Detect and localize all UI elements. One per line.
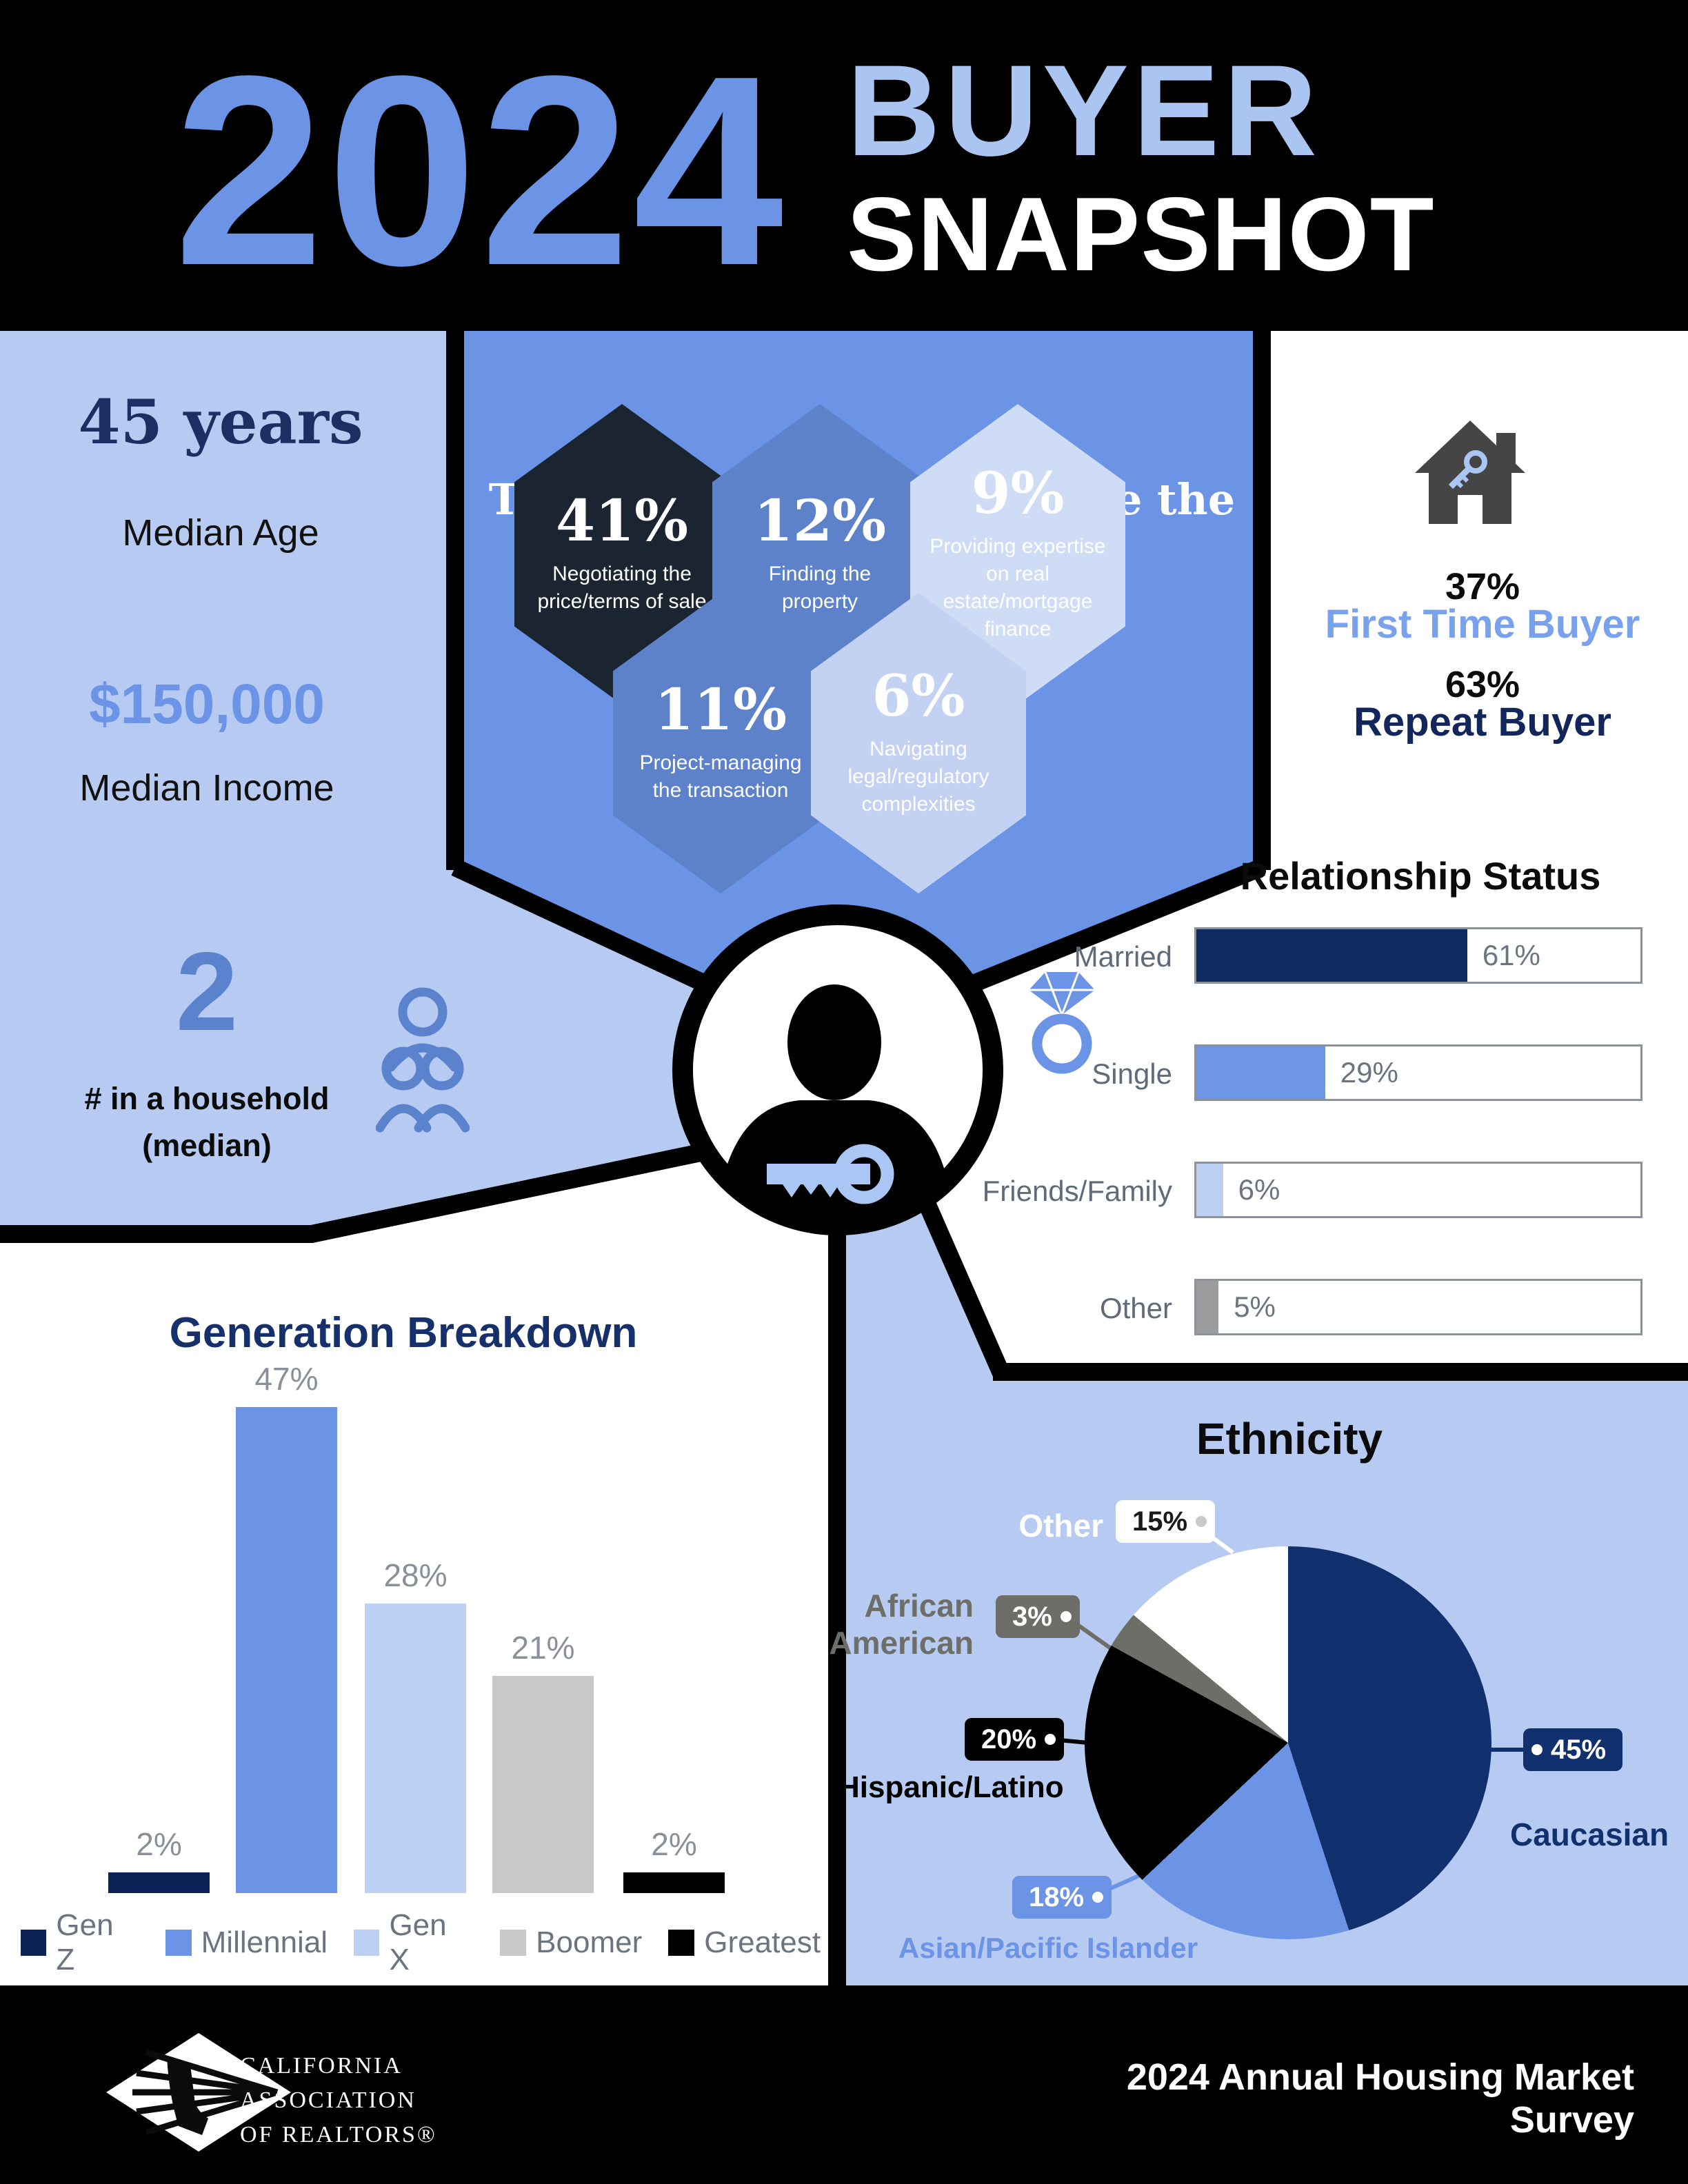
gen-bar-fill	[492, 1676, 594, 1893]
car-logo-line2: ASSOCIATION	[240, 2087, 416, 2113]
car-logo-text: CALIFORNIA ASSOCIATION OF REALTORS®	[240, 2049, 474, 2152]
relationship-bar: 5%	[1194, 1279, 1642, 1335]
ethnicity-pie-chart	[1085, 1546, 1491, 1939]
generation-breakdown-title: Generation Breakdown	[169, 1309, 638, 1357]
ethnicity-label-caucasian: Caucasian	[1510, 1817, 1669, 1852]
relationship-value: 61%	[1482, 939, 1540, 971]
footer-band	[0, 1985, 1688, 2184]
relationship-bar: 29%	[1194, 1044, 1642, 1101]
relationship-label: Friends/Family	[982, 1175, 1172, 1207]
relationship-bar: 61%	[1194, 927, 1642, 984]
service-label: Negotiating the price/terms of sale	[537, 563, 707, 613]
relationship-value: 29%	[1340, 1056, 1398, 1089]
median-age-label: Median Age	[122, 512, 319, 554]
median-income-value: $150,000	[88, 673, 325, 736]
survey-title: 2024 Annual Housing Market Survey	[1126, 2056, 1634, 2141]
relationship-bar-fill	[1196, 1164, 1223, 1216]
car-logo-line3: OF REALTORS®	[240, 2122, 437, 2147]
gen-bar-value: 21%	[511, 1630, 575, 1666]
household-label-median: (median)	[142, 1128, 272, 1163]
gen-bar-fill	[365, 1604, 466, 1893]
first-time-buyer-pct: 37%	[1445, 566, 1520, 607]
repeat-buyer-label: Repeat Buyer	[1354, 700, 1611, 745]
ethnicity-label-hispanic-latino: Hispanic/Latino	[838, 1770, 1064, 1804]
service-label: Finding the property	[768, 563, 872, 613]
service-pct: 11%	[654, 677, 787, 743]
median-age-value: 45 years	[78, 386, 363, 458]
legend-item-genz: Gen Z	[21, 1908, 139, 1977]
legend-label: Gen Z	[56, 1908, 114, 1976]
ethnicity-tag-african-american: 3%	[996, 1595, 1080, 1638]
gen-bar-fill	[236, 1407, 337, 1893]
ethnicity-tag-other: 15%	[1116, 1500, 1216, 1543]
ring-icon	[1029, 971, 1095, 1074]
service-pct: 41%	[555, 488, 689, 554]
legend-swatch	[165, 1930, 192, 1956]
repeat-buyer-pct: 63%	[1445, 664, 1520, 705]
first-time-buyer-label: First Time Buyer	[1325, 602, 1640, 647]
gen-bar-value: 2%	[651, 1826, 697, 1862]
service-pct: 9%	[971, 461, 1065, 527]
header-title-snapshot: SNAPSHOT	[847, 176, 1435, 293]
family-icon	[376, 987, 470, 1133]
relationship-label: Single	[1092, 1058, 1172, 1090]
household-value: 2	[175, 929, 239, 1054]
service-label: Navigating legal/regulatory complexities	[847, 738, 989, 816]
service-label: Project-managing the transaction	[639, 751, 802, 802]
legend-item-greatest: Greatest	[668, 1925, 821, 1960]
relationship-status-title: Relationship Status	[1240, 854, 1601, 898]
ethnicity-label-asian-pacific: Asian/Pacific Islander	[898, 1932, 1198, 1964]
service-pct: 12%	[753, 488, 887, 554]
relationship-bar-fill	[1196, 1046, 1325, 1099]
ethnicity-tag-hispanic-latino: 20%	[965, 1718, 1065, 1761]
relationship-bar: 6%	[1194, 1162, 1642, 1218]
median-income-label: Median Income	[79, 767, 334, 809]
gen-bar-value: 2%	[136, 1826, 182, 1862]
legend-label: Boomer	[536, 1925, 643, 1959]
relationship-bar-fill	[1196, 1281, 1219, 1333]
legend-swatch	[668, 1930, 695, 1956]
ethnicity-tag-caucasian: 45%	[1523, 1728, 1623, 1771]
gen-bar-value: 28%	[383, 1557, 448, 1593]
house-key-icon	[1415, 421, 1525, 524]
legend-swatch	[500, 1930, 527, 1956]
household-label: # in a household	[84, 1081, 330, 1116]
legend-label: Greatest	[704, 1925, 821, 1959]
panel-borders	[0, 331, 1688, 1985]
gen-bar-fill	[623, 1872, 725, 1893]
generation-legend: Gen Z Millennial Gen X Boomer Greatest	[21, 1908, 821, 1977]
gen-bar-fill	[108, 1872, 210, 1893]
legend-swatch	[21, 1930, 47, 1956]
relationship-bar-fill	[1196, 929, 1467, 982]
legend-label: Millennial	[201, 1925, 328, 1959]
car-logo-line1: CALIFORNIA	[240, 2053, 403, 2079]
generation-bar-chart: 2% 47% 28% 21% 2%	[55, 1361, 758, 1893]
service-pct: 6%	[872, 663, 965, 729]
relationship-label: Married	[1074, 940, 1172, 973]
legend-item-genx: Gen X	[354, 1908, 474, 1977]
relationship-value: 6%	[1238, 1173, 1280, 1206]
header-year: 2024	[174, 20, 787, 322]
car-logo-icon	[106, 2033, 291, 2152]
header-title-buyer: BUYER	[847, 38, 1322, 183]
service-label: Providing expertise on real estate/mortg…	[930, 535, 1106, 640]
legend-item-boomer: Boomer	[500, 1925, 642, 1960]
ethnicity-label-african-american: African American	[829, 1588, 974, 1661]
legend-label: Gen X	[389, 1908, 447, 1976]
legend-item-millennial: Millennial	[165, 1925, 328, 1960]
ethnicity-title: Ethnicity	[1196, 1414, 1383, 1464]
ethnicity-tag-asian-pacific: 18%	[1012, 1876, 1112, 1919]
ethnicity-label-other: Other	[1018, 1508, 1103, 1544]
header-band	[0, 0, 1688, 331]
relationship-label: Other	[1099, 1292, 1172, 1324]
relationship-value: 5%	[1234, 1291, 1276, 1323]
legend-swatch	[354, 1930, 380, 1956]
gen-bar-value: 47%	[254, 1361, 319, 1397]
left-panel-bg	[0, 331, 717, 1234]
